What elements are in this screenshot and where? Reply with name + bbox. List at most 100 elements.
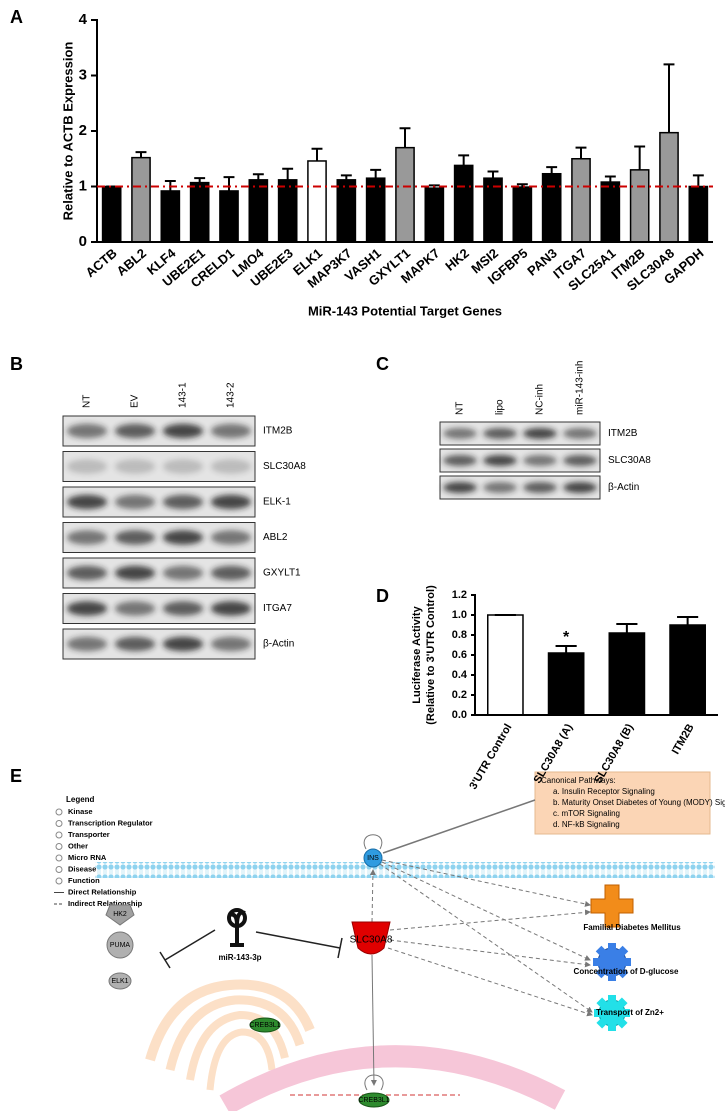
blot-band	[563, 481, 597, 494]
blot-band	[162, 601, 204, 616]
legend-icon	[55, 820, 63, 827]
lane-label: miR-143-inh	[575, 361, 586, 415]
bar	[189, 181, 210, 243]
blot-band	[443, 454, 477, 467]
bar	[219, 190, 239, 243]
panel-label: D	[376, 586, 389, 606]
bar	[688, 185, 709, 243]
blot-band	[210, 530, 252, 545]
legend-icon	[55, 854, 63, 862]
bar	[248, 179, 269, 243]
y-axis-label: (Relative to 3'UTR Control)	[425, 585, 437, 725]
bar	[101, 185, 122, 243]
error-bar	[663, 63, 675, 133]
bar	[336, 179, 357, 243]
bar	[365, 177, 386, 243]
error-bar	[223, 176, 235, 191]
blot-band	[162, 565, 204, 581]
blot-band	[162, 423, 204, 439]
blot-band	[210, 423, 252, 439]
legend-icon	[55, 877, 63, 885]
blot-band	[523, 454, 557, 467]
bar	[483, 177, 503, 243]
legend-entry: Transcription Regulator	[68, 818, 153, 827]
node-shape	[106, 931, 134, 959]
panel-label: B	[10, 354, 23, 374]
canonical-item: d. NF-kB Signaling	[553, 820, 620, 829]
node-shape	[358, 1092, 390, 1108]
node-label: CREB3L1	[249, 1022, 280, 1029]
legend-entry: Kinase	[68, 807, 93, 816]
error-bar	[575, 146, 587, 159]
bar	[277, 179, 298, 243]
row-label: SLC30A8	[263, 461, 306, 472]
er-shape	[145, 979, 315, 1091]
node-label: Transport of Zn2+	[596, 1008, 664, 1017]
bar	[541, 172, 562, 243]
error-bar	[555, 645, 577, 653]
x-axis-label: MiR-143 Potential Target Genes	[308, 303, 502, 318]
blot-band	[210, 636, 252, 652]
bar	[512, 186, 533, 243]
bar	[629, 169, 650, 243]
row-label: ITM2B	[608, 428, 638, 439]
node-label: Familial Diabetes Mellitus	[583, 923, 681, 932]
y-tick-label: 3	[79, 66, 87, 83]
y-tick-label: 0.6	[452, 649, 467, 661]
annotation: *	[563, 629, 570, 646]
legend-icon	[55, 808, 63, 816]
error-bar	[692, 174, 704, 187]
blot-band	[443, 481, 477, 494]
nuclear-membrane	[219, 1045, 566, 1111]
node-shape	[593, 943, 631, 981]
blot-strip	[439, 421, 601, 446]
node-shape	[228, 910, 246, 947]
error-bar	[370, 168, 382, 179]
bar	[547, 652, 585, 716]
legend-icon	[55, 866, 63, 873]
lane-label: NT	[82, 395, 93, 408]
legend-entry: Disease	[68, 864, 96, 873]
y-tick-label: 1.0	[452, 609, 467, 621]
blot-band	[114, 530, 156, 545]
edges	[363, 834, 593, 1091]
blot-band	[66, 423, 108, 439]
x-tick-label: ABL2	[113, 245, 149, 278]
pathway-diagram: Legend Kinase Transcription Regulator Tran…	[54, 771, 725, 1111]
panel-label: C	[376, 354, 389, 374]
lane-label: EV	[130, 394, 141, 408]
error-bar	[546, 166, 558, 174]
blot-band	[114, 423, 156, 439]
node-shape	[363, 848, 383, 868]
bar	[395, 146, 415, 243]
canonical-box	[534, 771, 711, 835]
row-label: ELK-1	[263, 497, 291, 508]
canonical-item: b. Maturity Onset Diabetes of Young (MOD…	[553, 798, 725, 807]
blot-band	[66, 636, 108, 652]
y-tick-label: 2	[79, 122, 87, 139]
bar	[571, 158, 591, 243]
error-bar	[516, 183, 528, 188]
row-label: SLC30A8	[608, 455, 651, 466]
node-shape	[108, 972, 132, 990]
legend-title: Legend	[66, 795, 95, 804]
blot-band	[483, 454, 517, 467]
node-label: SLC30A8	[350, 935, 393, 946]
node-shape	[249, 1017, 281, 1033]
node-shape	[227, 908, 247, 928]
bar	[487, 614, 524, 716]
canonical-item: c. mTOR Signaling	[553, 809, 620, 818]
bar	[453, 164, 474, 243]
bar	[669, 624, 706, 716]
node-label: HK2	[113, 911, 127, 918]
canonical-item: a. Insulin Receptor Signaling	[553, 787, 655, 796]
canonical-title: Canonical Pathways:	[541, 776, 616, 785]
lane-label: NT	[455, 402, 466, 415]
node-shape	[590, 884, 634, 928]
panel-label: E	[10, 766, 22, 786]
blot-strip	[439, 475, 601, 500]
error-bar	[282, 167, 294, 180]
node-shape	[351, 921, 391, 955]
error-bar	[135, 151, 147, 158]
error-bar	[604, 175, 616, 183]
